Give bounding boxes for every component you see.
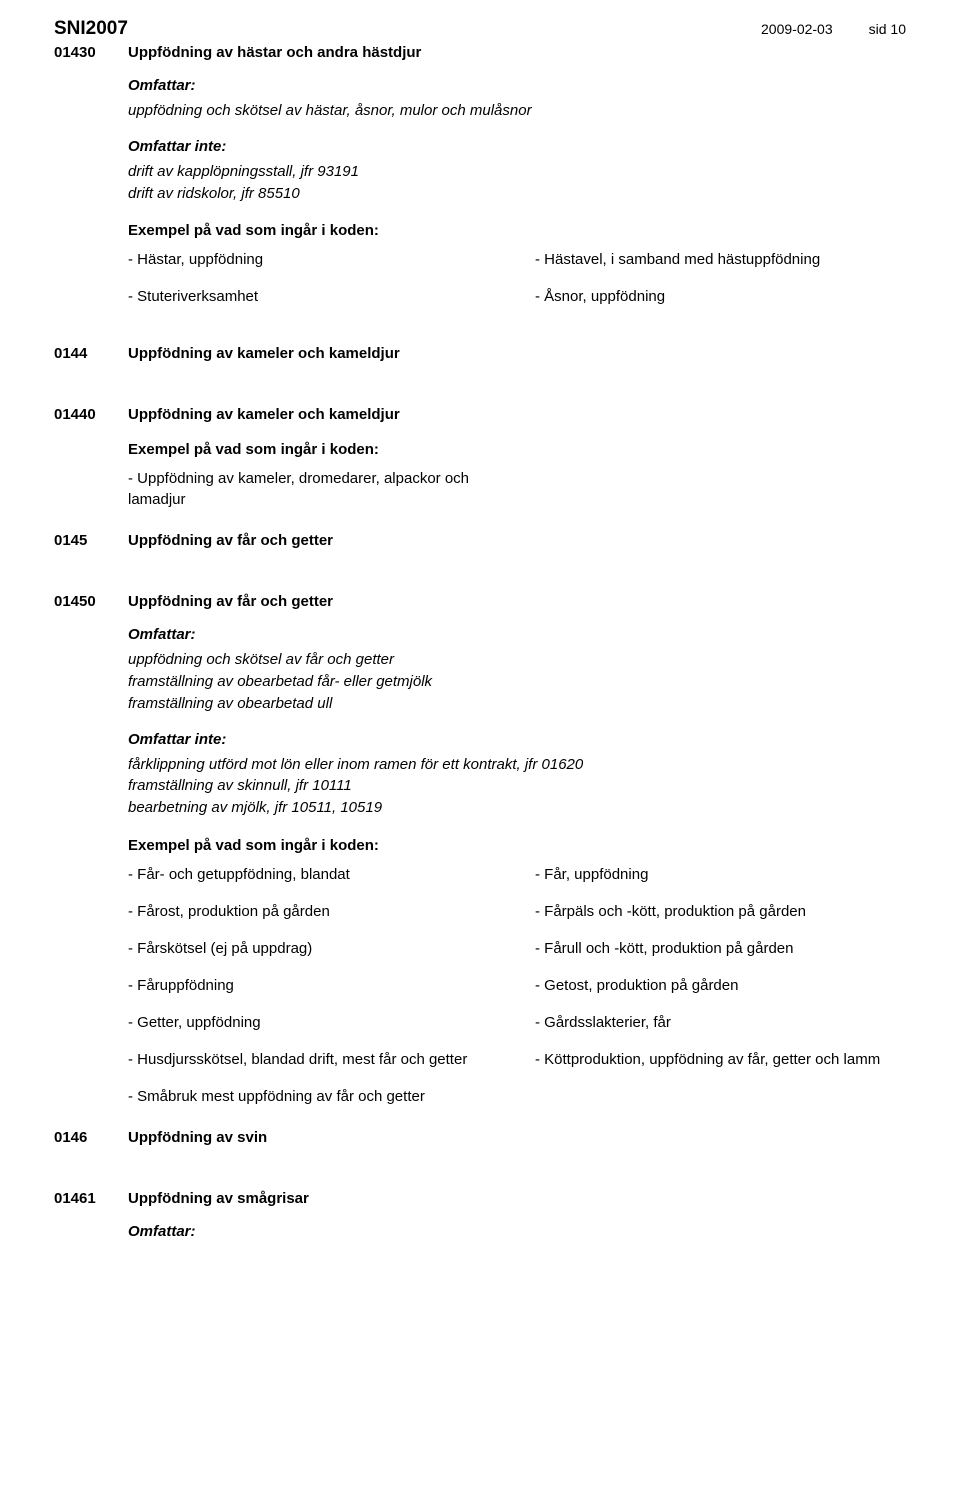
entry-code: 01461: [54, 1190, 128, 1207]
example-grid: - Hästar, uppfödning - Hästavel, i samban…: [128, 249, 906, 307]
entry-code: 01450: [54, 593, 128, 610]
header-date: 2009-02-03: [761, 21, 833, 37]
example-item: - Husdjursskötsel, blandad drift, mest f…: [128, 1049, 499, 1070]
entry-header-row: 0145Uppfödning av får och getter: [54, 532, 906, 549]
header-page-label: sid 10: [869, 21, 906, 37]
includes-item: framställning av obearbetad får- eller g…: [128, 671, 906, 693]
entry: 01450Uppfödning av får och getter Omfatta…: [54, 593, 906, 1107]
example-item: - Stuteriverksamhet: [128, 286, 499, 307]
excludes-heading: Omfattar inte:: [128, 138, 906, 155]
entry-title: Uppfödning av hästar och andra hästdjur: [128, 44, 421, 61]
entry-body: Omfattar: uppfödning och skötsel av får o…: [128, 626, 906, 1107]
example-item: - Fårskötsel (ej på uppdrag): [128, 938, 499, 959]
excludes-item: bearbetning av mjölk, jfr 10511, 10519: [128, 797, 906, 819]
entry-header-row: 01440Uppfödning av kameler och kameldjur: [54, 406, 906, 423]
excludes-item: framställning av skinnull, jfr 10111: [128, 775, 906, 797]
includes-list: uppfödning och skötsel av hästar, åsnor,…: [128, 100, 906, 122]
includes-item: uppfödning och skötsel av får och getter: [128, 649, 906, 671]
includes-heading: Omfattar:: [128, 626, 906, 643]
excludes-list: drift av kapplöpningsstall, jfr 93191dri…: [128, 161, 906, 205]
example-item: - Gårdsslakterier, får: [535, 1012, 906, 1033]
entry-code: 0146: [54, 1129, 128, 1146]
example-item: - Åsnor, uppfödning: [535, 286, 906, 307]
entry-code: 0145: [54, 532, 128, 549]
example-item: - Fåruppfödning: [128, 975, 499, 996]
example-item: - Fårost, produktion på gården: [128, 901, 499, 922]
entry-body: Exempel på vad som ingår i koden: - Uppfö…: [128, 441, 906, 510]
entry-title: Uppfödning av kameler och kameldjur: [128, 406, 400, 423]
doc-id: SNI2007: [54, 18, 128, 40]
entry-code: 0144: [54, 345, 128, 362]
entry-title: Uppfödning av smågrisar: [128, 1190, 309, 1207]
entry-title: Uppfödning av svin: [128, 1129, 267, 1146]
example-item: [535, 1086, 906, 1107]
example-item: - Får- och getuppfödning, blandat: [128, 864, 499, 885]
excludes-heading: Omfattar inte:: [128, 731, 906, 748]
includes-heading: Omfattar:: [128, 77, 906, 94]
example-item: - Hästavel, i samband med hästuppfödning: [535, 249, 906, 270]
entry-title: Uppfödning av får och getter: [128, 532, 333, 549]
excludes-item: drift av kapplöpningsstall, jfr 93191: [128, 161, 906, 183]
entry-code: 01430: [54, 44, 128, 61]
entry-header-row: 0146Uppfödning av svin: [54, 1129, 906, 1146]
entry: 0146Uppfödning av svin: [54, 1129, 906, 1146]
entry-code: 01440: [54, 406, 128, 423]
entry-title: Uppfödning av kameler och kameldjur: [128, 345, 400, 362]
excludes-item: fårklippning utförd mot lön eller inom r…: [128, 754, 906, 776]
entry: 01430Uppfödning av hästar och andra häst…: [54, 44, 906, 307]
entry-header-row: 01430Uppfödning av hästar och andra häst…: [54, 44, 906, 61]
example-item: - Småbruk mest uppfödning av får och get…: [128, 1086, 499, 1107]
entry: 01461Uppfödning av smågrisar Omfattar:: [54, 1190, 906, 1240]
example-grid: - Får- och getuppfödning, blandat - Får, …: [128, 864, 906, 1107]
entry-body: Omfattar: uppfödning och skötsel av hästa…: [128, 77, 906, 307]
includes-list: uppfödning och skötsel av får och getter…: [128, 649, 906, 714]
example-heading: Exempel på vad som ingår i koden:: [128, 222, 906, 239]
example-item: - Uppfödning av kameler, dromedarer, alp…: [128, 468, 488, 510]
includes-item: framställning av obearbetad ull: [128, 693, 906, 715]
example-heading: Exempel på vad som ingår i koden:: [128, 441, 906, 458]
example-item: - Fårpäls och -kött, produktion på gårde…: [535, 901, 906, 922]
entry: 0145Uppfödning av får och getter: [54, 532, 906, 549]
page: SNI2007 2009-02-03 sid 10 01430Uppfödnin…: [0, 0, 960, 1487]
entry-body: Omfattar:: [128, 1223, 906, 1240]
page-header: SNI2007 2009-02-03 sid 10: [54, 18, 906, 40]
entry-title: Uppfödning av får och getter: [128, 593, 333, 610]
entry-header-row: 0144Uppfödning av kameler och kameldjur: [54, 345, 906, 362]
entry-header-row: 01461Uppfödning av smågrisar: [54, 1190, 906, 1207]
example-item: - Fårull och -kött, produktion på gården: [535, 938, 906, 959]
includes-heading: Omfattar:: [128, 1223, 906, 1240]
excludes-list: fårklippning utförd mot lön eller inom r…: [128, 754, 906, 819]
example-item: - Getter, uppfödning: [128, 1012, 499, 1033]
excludes-item: drift av ridskolor, jfr 85510: [128, 183, 906, 205]
example-item: - Köttproduktion, uppfödning av får, get…: [535, 1049, 906, 1070]
example-item: - Får, uppfödning: [535, 864, 906, 885]
example-item: - Getost, produktion på gården: [535, 975, 906, 996]
example-item: - Hästar, uppfödning: [128, 249, 499, 270]
entry: 01440Uppfödning av kameler och kameldjur…: [54, 406, 906, 510]
entry-header-row: 01450Uppfödning av får och getter: [54, 593, 906, 610]
example-heading: Exempel på vad som ingår i koden:: [128, 837, 906, 854]
includes-item: uppfödning och skötsel av hästar, åsnor,…: [128, 100, 906, 122]
entry: 0144Uppfödning av kameler och kameldjur: [54, 345, 906, 362]
